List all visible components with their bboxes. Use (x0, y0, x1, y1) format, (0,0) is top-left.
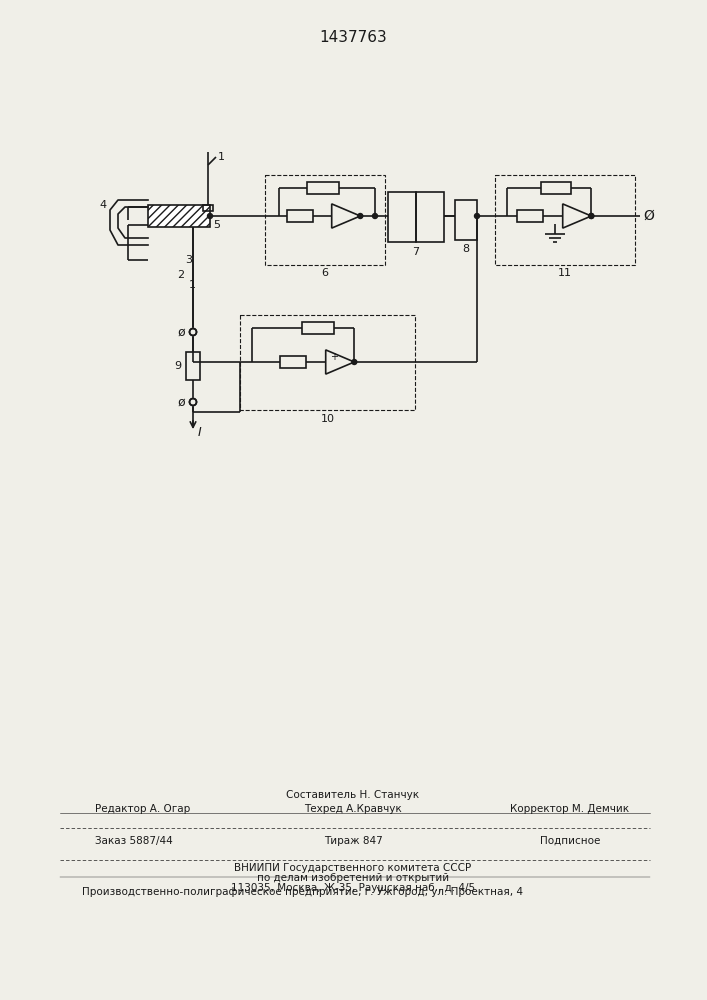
Text: Техред А.Кравчук: Техред А.Кравчук (304, 804, 402, 814)
Bar (186, 352, 200, 380)
Text: Ø: Ø (643, 209, 654, 223)
Text: Производственно-полиграфическое предприятие, г. Ужгород, ул. Проектная, 4: Производственно-полиграфическое предприя… (82, 887, 523, 897)
Text: Составитель Н. Станчук: Составитель Н. Станчук (286, 790, 419, 800)
Circle shape (189, 398, 197, 406)
Text: 3: 3 (185, 255, 192, 265)
Bar (302, 322, 334, 334)
Circle shape (589, 214, 594, 219)
Circle shape (589, 214, 594, 219)
Bar (495, 175, 635, 265)
Text: 1: 1 (218, 152, 225, 162)
Bar (307, 182, 339, 194)
Text: Корректор М. Демчик: Корректор М. Демчик (510, 804, 629, 814)
Text: по делам изобретений и открытий: по делам изобретений и открытий (257, 873, 449, 883)
Text: 5: 5 (213, 220, 220, 230)
Bar (388, 192, 416, 242)
Text: ø: ø (177, 326, 185, 338)
Text: +: + (330, 352, 338, 362)
Bar (265, 175, 385, 265)
Bar (240, 315, 415, 410)
Bar (455, 200, 477, 240)
Bar (203, 205, 213, 211)
Text: ВНИИПИ Государственного комитета СССР: ВНИИПИ Государственного комитета СССР (235, 863, 472, 873)
Text: Подписное: Подписное (540, 836, 600, 846)
Bar (280, 356, 306, 368)
Text: 10: 10 (320, 414, 334, 424)
Bar (287, 210, 313, 222)
Circle shape (207, 214, 213, 219)
Bar (416, 192, 444, 242)
Text: 1: 1 (189, 280, 196, 290)
Bar (517, 210, 543, 222)
Circle shape (358, 214, 363, 219)
Text: I: I (198, 426, 201, 438)
Text: 8: 8 (462, 244, 469, 254)
Text: 7: 7 (412, 247, 419, 257)
Circle shape (373, 214, 378, 219)
Text: 1437763: 1437763 (319, 30, 387, 45)
Text: 4: 4 (100, 200, 107, 210)
Text: ø: ø (177, 395, 185, 408)
Text: 113035, Москва, Ж-35, Раушская наб., д. 4/5: 113035, Москва, Ж-35, Раушская наб., д. … (231, 883, 475, 893)
Bar (148, 205, 210, 227)
Text: 9: 9 (174, 361, 181, 371)
Text: 11: 11 (558, 268, 572, 278)
Circle shape (352, 360, 357, 364)
Text: Заказ 5887/44: Заказ 5887/44 (95, 836, 173, 846)
Text: 6: 6 (322, 268, 329, 278)
Text: 2: 2 (177, 270, 184, 280)
Circle shape (474, 214, 479, 219)
Circle shape (189, 328, 197, 336)
Bar (541, 182, 571, 194)
Text: Редактор А. Огар: Редактор А. Огар (95, 804, 190, 814)
Text: Тираж 847: Тираж 847 (324, 836, 382, 846)
